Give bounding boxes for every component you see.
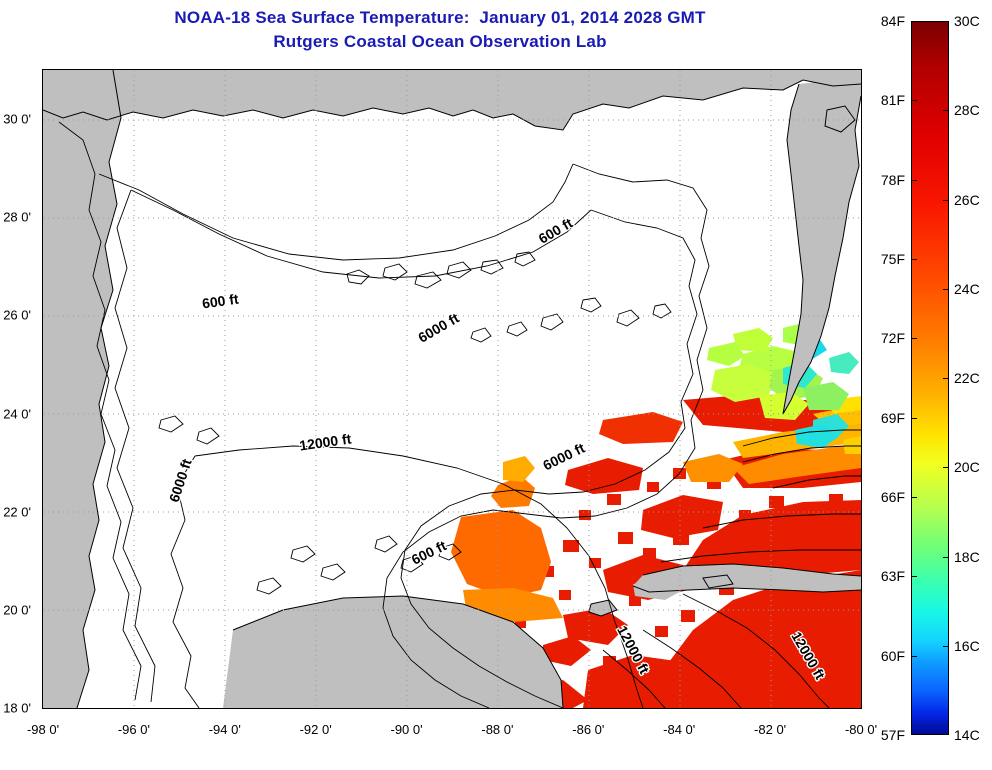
- colorbar-celsius-tick: [943, 467, 949, 469]
- x-axis-tick-label: -84 0': [663, 722, 696, 737]
- page-subtitle: Rutgers Coastal Ocean Observation Lab: [273, 32, 607, 51]
- colorbar-fahrenheit-tick: [911, 576, 917, 578]
- colorbar-celsius-label: 30C: [954, 13, 980, 29]
- colorbar-celsius-tick: [943, 378, 949, 379]
- colorbar-celsius-tick: [943, 556, 949, 558]
- colorbar-fahrenheit-tick: [911, 655, 917, 657]
- x-axis-tick-label: -94 0': [208, 722, 241, 737]
- colorbar-fahrenheit-label: 78F: [880, 171, 905, 188]
- colorbar-fahrenheit-label: 75F: [880, 251, 905, 267]
- page-title: NOAA-18 Sea Surface Temperature: January…: [174, 8, 706, 27]
- y-axis-tick-label: 30 0': [3, 111, 31, 127]
- bathymetry-contour-layer: [58, 121, 861, 708]
- colorbar-fahrenheit-tick: [911, 179, 917, 181]
- colorbar-celsius-label: 14C: [954, 727, 980, 743]
- land-mask-layer: [43, 70, 861, 708]
- y-axis-tick-label: 28 0': [3, 209, 31, 225]
- y-axis-tick-label: 24 0': [3, 406, 31, 422]
- bathymetry-contour-label: 600 ft: [201, 291, 240, 312]
- x-axis-tick-label: -86 0': [572, 722, 605, 737]
- temperature-colorbar: [911, 21, 949, 735]
- x-axis-tick-label: -92 0': [299, 722, 332, 737]
- colorbar-fahrenheit-label: 60F: [880, 647, 905, 664]
- chart-title-block: NOAA-18 Sea Surface Temperature: January…: [0, 6, 880, 54]
- colorbar-celsius-label: 26C: [954, 191, 980, 208]
- colorbar-fahrenheit-tick: [911, 259, 917, 260]
- x-axis-tick-label: -82 0': [754, 722, 787, 737]
- y-axis-tick-label: 22 0': [3, 504, 31, 520]
- colorbar-fahrenheit-label: 66F: [880, 489, 905, 505]
- colorbar-celsius-tick: [943, 199, 949, 201]
- colorbar-fahrenheit-tick: [911, 417, 917, 419]
- colorbar-celsius-label: 16C: [954, 637, 980, 654]
- x-axis-tick-label: -80 0': [844, 722, 878, 737]
- colorbar-fahrenheit-label: 69F: [880, 409, 905, 426]
- x-axis-tick-label: -90 0': [390, 722, 423, 737]
- y-axis-tick-label: 26 0': [3, 307, 31, 323]
- colorbar-fahrenheit-label: 72F: [880, 330, 905, 347]
- colorbar-celsius-label: 24C: [954, 280, 980, 297]
- colorbar-fahrenheit-label: 81F: [880, 92, 905, 109]
- colorbar-fahrenheit-label: 57F: [880, 727, 905, 743]
- colorbar-fahrenheit-tick: [911, 100, 917, 102]
- y-axis-tick-label: 18 0': [3, 700, 31, 716]
- colorbar-celsius-tick: [943, 288, 949, 290]
- colorbar-fahrenheit-label: 84F: [880, 13, 905, 29]
- x-axis-tick-label: -98 0': [26, 722, 60, 737]
- colorbar-celsius-label: 20C: [954, 459, 980, 476]
- y-axis-minor-tick: [43, 719, 50, 720]
- map-canvas: 600 ft 600 ft 6000 ft 6000 ft 12000 ft 6000 f…: [43, 70, 861, 708]
- colorbar-fahrenheit-tick: [911, 497, 917, 498]
- colorbar-celsius-tick: [943, 645, 949, 647]
- colorbar-fahrenheit-label: 63F: [880, 568, 905, 585]
- x-axis-tick-label: -96 0': [117, 722, 150, 737]
- colorbar-celsius-label: 22C: [954, 370, 980, 386]
- x-axis-tick-label: -88 0': [481, 722, 514, 737]
- colorbar-fahrenheit-tick: [911, 338, 917, 340]
- sst-map-plot: 600 ft 600 ft 6000 ft 6000 ft 12000 ft 6000 f…: [3, 69, 877, 737]
- coastline-layer: [43, 70, 861, 708]
- colorbar-celsius-label: 28C: [954, 102, 980, 119]
- colorbar-celsius-tick: [943, 110, 949, 112]
- colorbar-celsius-label: 18C: [954, 548, 980, 565]
- y-axis-tick-label: 20 0': [3, 602, 31, 618]
